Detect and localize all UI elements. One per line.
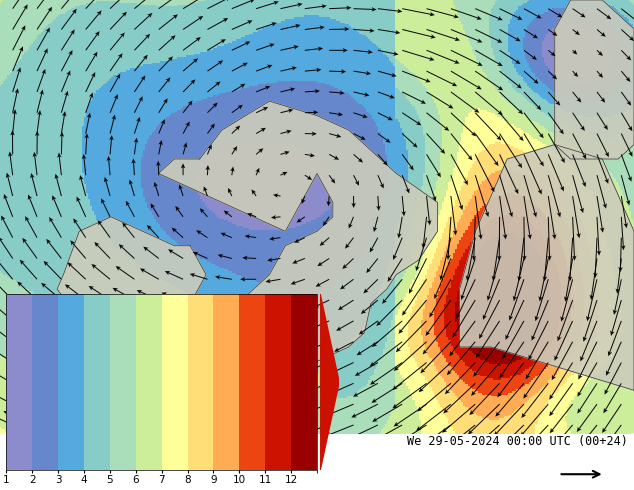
Polygon shape [57,217,206,333]
Polygon shape [320,294,339,470]
Text: We 29-05-2024 00:00 UTC (00+24): We 29-05-2024 00:00 UTC (00+24) [407,435,628,448]
Polygon shape [158,101,437,376]
Text: Surface wind (bft)  UK-Global: Surface wind (bft) UK-Global [6,435,213,448]
Polygon shape [460,145,634,391]
Polygon shape [555,0,634,159]
